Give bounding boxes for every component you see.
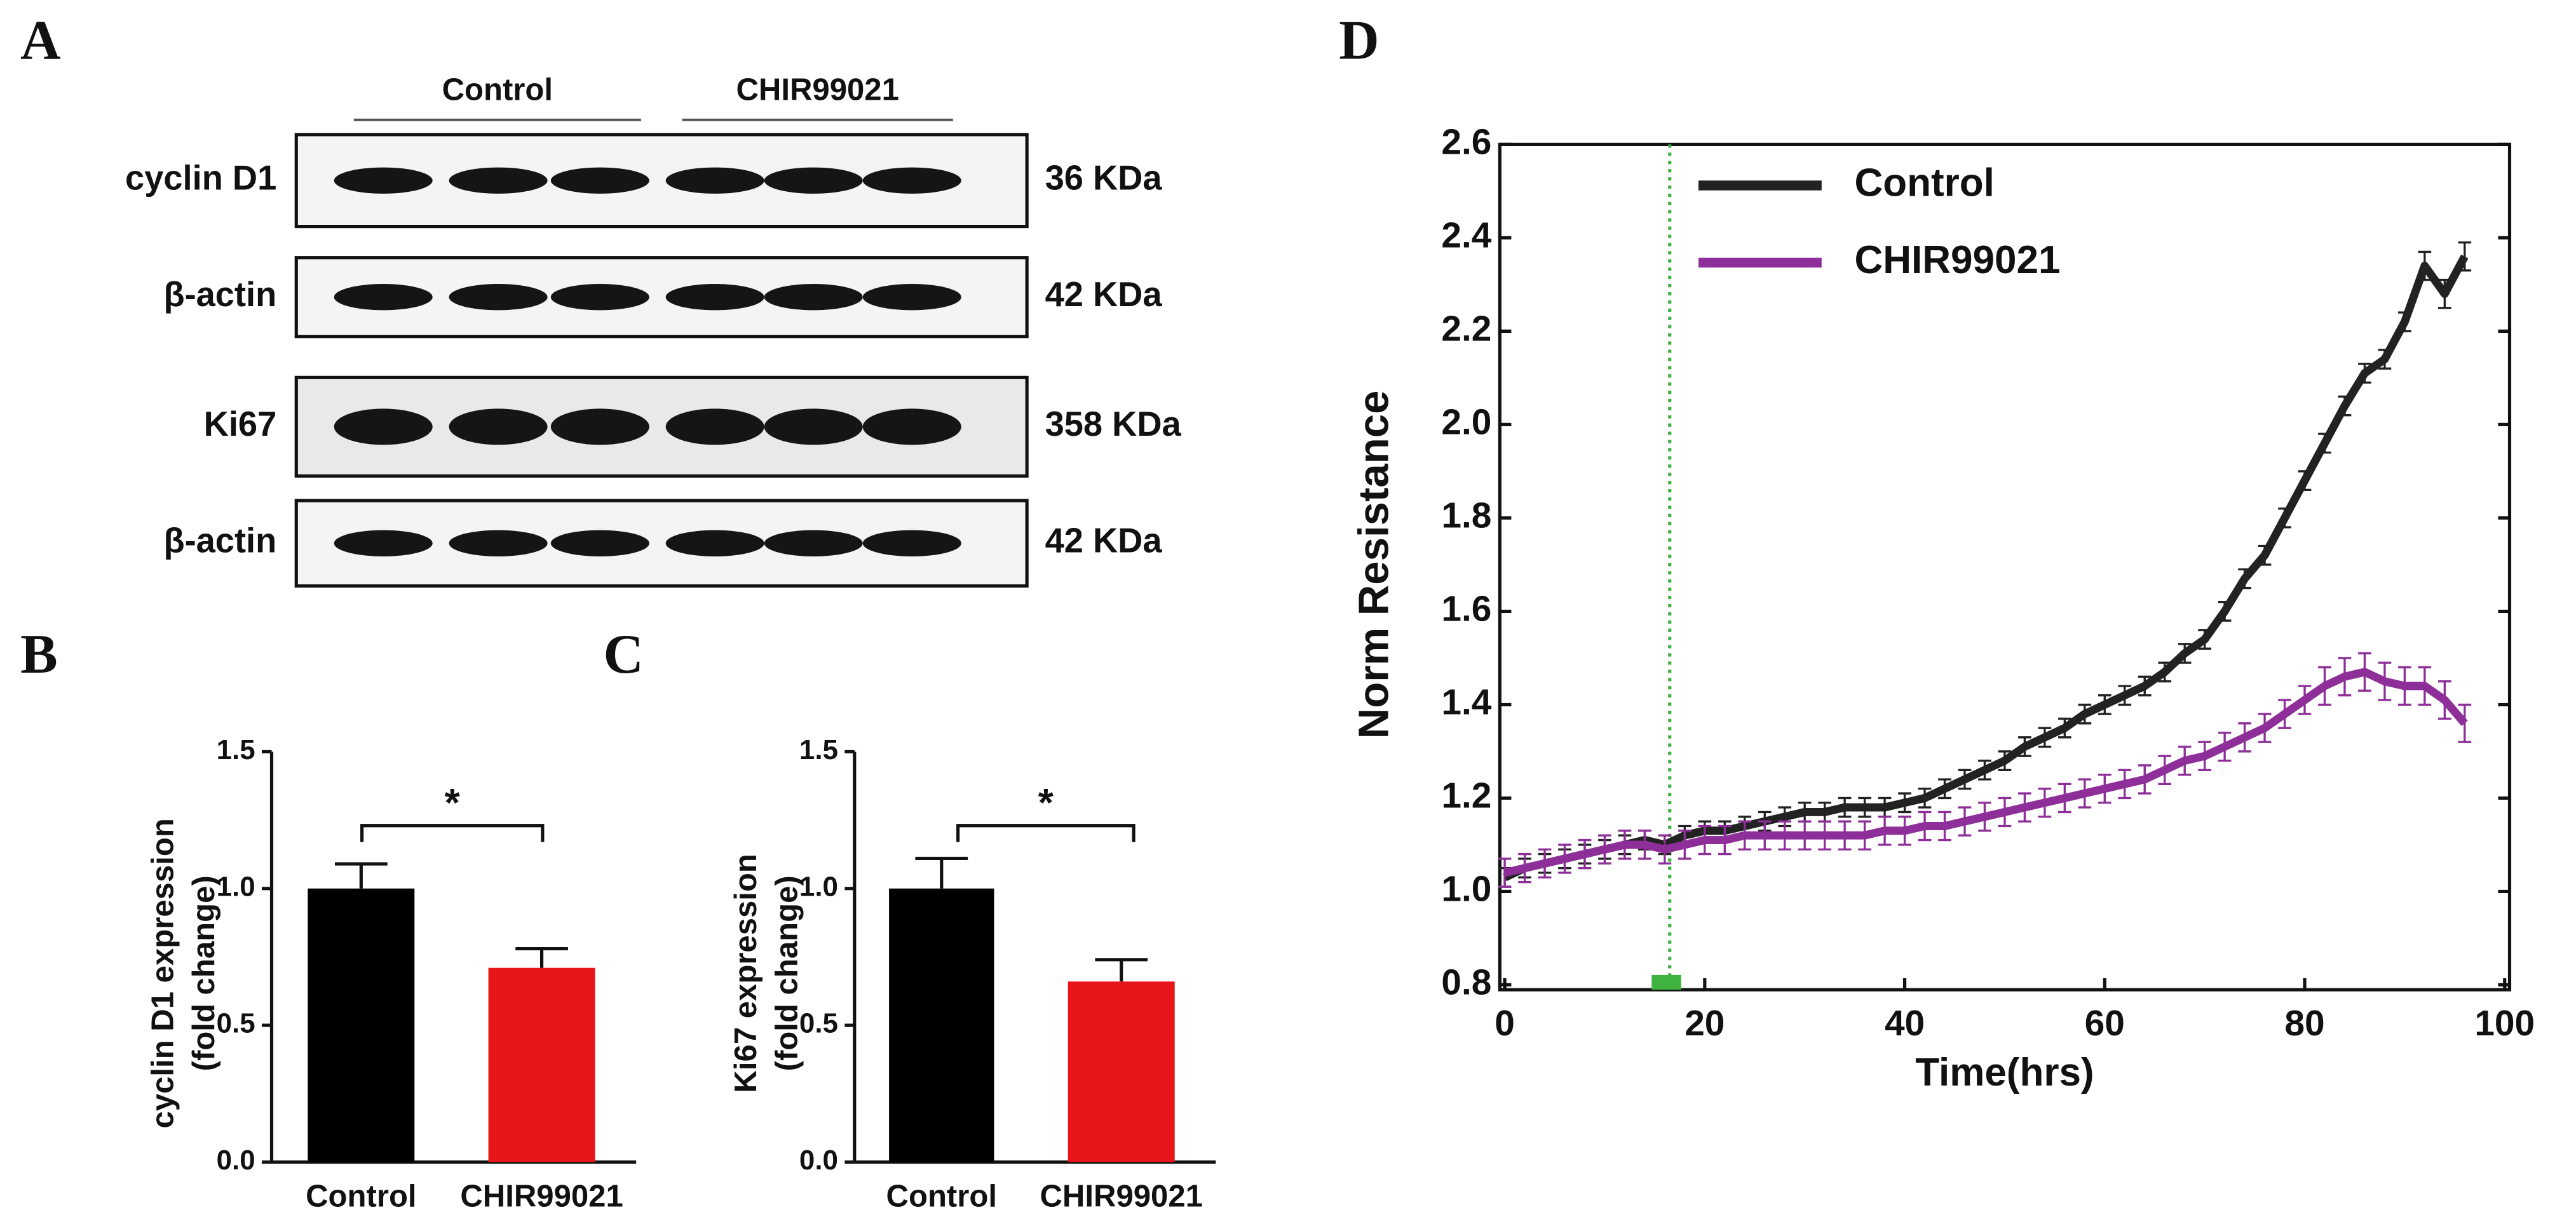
x-tick-label: Control <box>886 1179 997 1213</box>
legend-label: CHIR99021 <box>1854 238 2060 282</box>
row-label: cyclin D1 <box>125 159 276 198</box>
y-axis-label: Ki67 expression <box>729 854 763 1093</box>
series-line <box>1503 668 2468 877</box>
error-bar <box>915 856 968 889</box>
y-tick-label: 1.4 <box>1441 682 1491 722</box>
y-tick-label: 2.6 <box>1441 122 1491 162</box>
significance-label: * <box>1038 781 1054 825</box>
band <box>665 530 764 556</box>
y-axis-label: (fold change) <box>187 875 221 1071</box>
error-bar <box>334 862 388 889</box>
error-bar <box>1095 958 1148 982</box>
band <box>334 284 433 311</box>
panel-letter: B <box>20 624 58 685</box>
bar <box>889 888 994 1162</box>
band <box>862 530 961 556</box>
size-label: 42 KDa <box>1045 522 1163 560</box>
y-tick-label: 1.0 <box>799 871 838 902</box>
band <box>449 408 548 445</box>
band <box>764 530 863 556</box>
panel-letter: C <box>603 624 643 685</box>
y-tick-label: 1.0 <box>217 871 255 902</box>
group-label: Control <box>442 73 553 107</box>
plot-frame <box>1498 142 2512 992</box>
x-axis-label: Time(hrs) <box>1915 1051 2094 1094</box>
bar <box>308 888 415 1162</box>
size-label: 42 KDa <box>1045 276 1163 314</box>
y-tick-label: 0.8 <box>1441 962 1491 1002</box>
bar <box>488 967 595 1162</box>
legend-label: Control <box>1854 161 1994 205</box>
band <box>862 408 961 445</box>
x-tick-label: CHIR99021 <box>1040 1179 1202 1213</box>
band <box>334 408 433 445</box>
row-label: β-actin <box>163 276 276 314</box>
band <box>550 167 649 194</box>
x-tick-label: 60 <box>2085 1004 2125 1044</box>
x-tick-label: CHIR99021 <box>460 1179 623 1213</box>
size-label: 36 KDa <box>1045 159 1163 198</box>
error-bar <box>1498 858 1512 888</box>
y-tick-label: 0.0 <box>799 1145 838 1176</box>
y-axis-label: (fold change) <box>769 875 804 1071</box>
y-tick-label: 1.0 <box>1441 869 1491 909</box>
x-tick-label: 0 <box>1495 1004 1515 1044</box>
band <box>334 167 433 194</box>
x-tick-label: 100 <box>2474 1004 2535 1044</box>
band <box>665 167 764 194</box>
y-tick-label: 0.5 <box>217 1008 255 1039</box>
x-tick-label: 40 <box>1885 1004 1925 1044</box>
panel-letter: D <box>1339 10 1379 72</box>
y-tick-label: 2.2 <box>1441 309 1491 349</box>
y-tick-label: 1.5 <box>217 734 255 765</box>
marker-box <box>1651 974 1681 990</box>
error-bar <box>515 946 568 968</box>
x-tick-label: Control <box>306 1179 416 1213</box>
size-label: 358 KDa <box>1045 405 1182 443</box>
band <box>764 408 863 445</box>
band <box>449 530 548 556</box>
row-label: Ki67 <box>204 405 277 443</box>
y-tick-label: 1.8 <box>1441 495 1491 535</box>
panel-letter: A <box>20 10 60 72</box>
significance-bracket <box>360 824 545 842</box>
band <box>764 284 863 311</box>
x-tick-label: 80 <box>2284 1004 2324 1044</box>
x-tick-label: 20 <box>1685 1004 1725 1044</box>
y-tick-label: 2.0 <box>1441 402 1491 442</box>
y-tick-label: 2.4 <box>1441 215 1491 255</box>
y-axis-label: Norm Resistance <box>1350 390 1397 739</box>
band <box>334 530 433 556</box>
band <box>449 284 548 311</box>
bar <box>1068 981 1175 1162</box>
y-tick-label: 1.5 <box>799 734 838 765</box>
y-tick-label: 0.5 <box>799 1008 838 1039</box>
series-line <box>1503 254 2469 882</box>
y-axis-label: cyclin D1 expression <box>146 818 180 1128</box>
band <box>550 408 649 445</box>
significance-label: * <box>445 781 461 825</box>
band <box>550 284 649 311</box>
y-tick-label: 1.2 <box>1441 776 1491 816</box>
band <box>449 167 548 194</box>
band <box>550 530 649 556</box>
band <box>665 284 764 311</box>
band <box>862 284 961 311</box>
group-label: CHIR99021 <box>736 73 898 107</box>
y-tick-label: 0.0 <box>217 1145 255 1176</box>
significance-bracket <box>956 824 1135 842</box>
band <box>862 167 961 194</box>
row-label: β-actin <box>163 522 276 560</box>
band <box>665 408 764 445</box>
y-tick-label: 1.6 <box>1441 589 1491 629</box>
band <box>764 167 863 194</box>
